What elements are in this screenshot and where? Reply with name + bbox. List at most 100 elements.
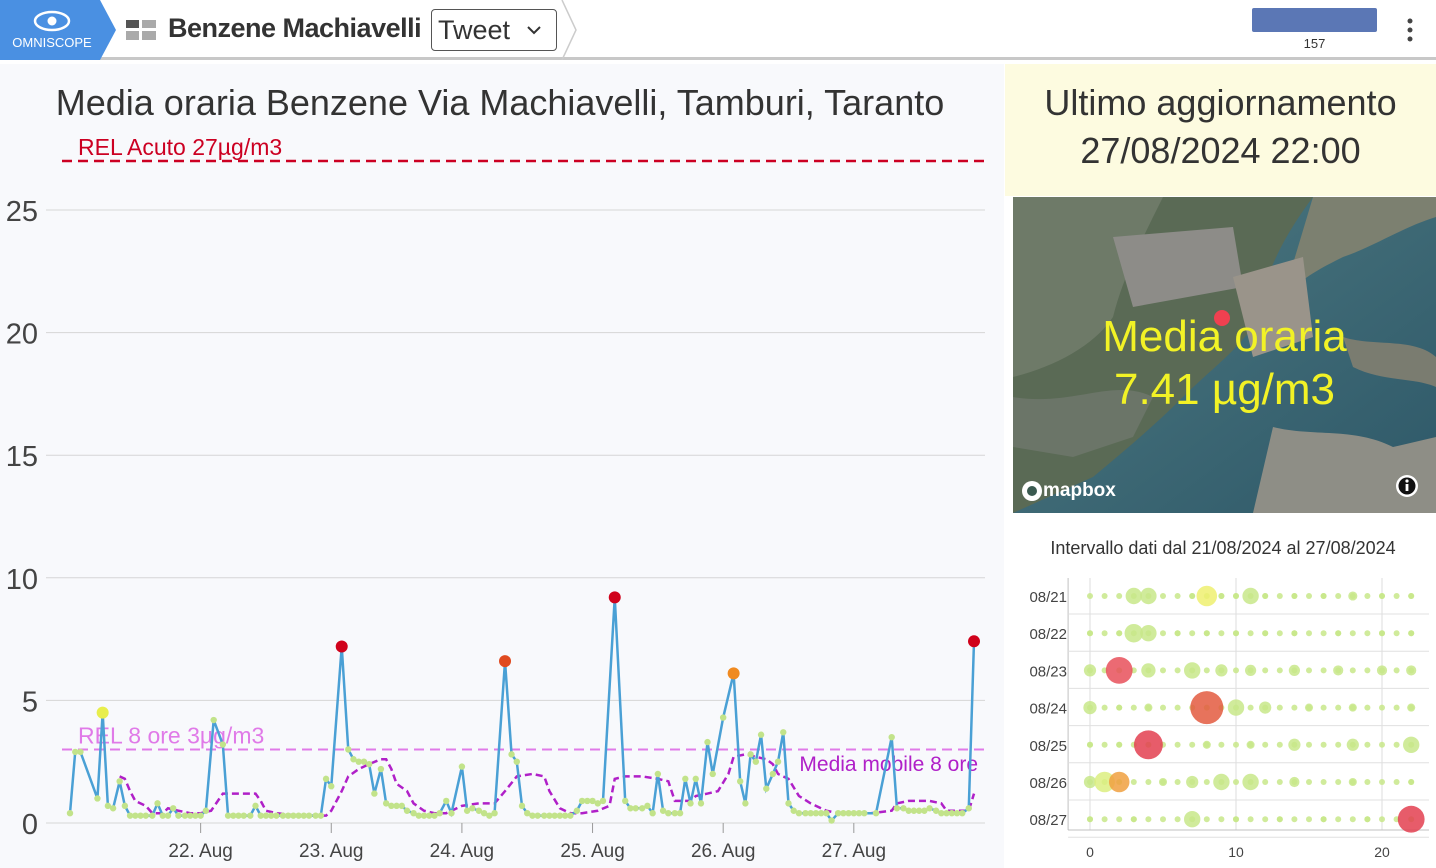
bubble-row-label: 08/24 xyxy=(1029,701,1067,718)
data-point xyxy=(953,809,961,817)
bubble xyxy=(1288,738,1301,751)
bubble xyxy=(1087,741,1093,748)
bubble xyxy=(1376,665,1388,676)
x-tick-label: 23. Aug xyxy=(299,841,363,862)
data-point xyxy=(915,807,923,814)
data-point xyxy=(736,778,744,785)
bubble-row-label: 08/21 xyxy=(1029,589,1067,606)
data-point xyxy=(240,812,247,819)
data-point xyxy=(719,714,727,721)
breadcrumb-separator xyxy=(561,0,577,60)
bubble xyxy=(1083,700,1097,715)
data-point xyxy=(763,785,770,792)
data-point xyxy=(513,758,520,765)
bubble xyxy=(1242,773,1259,791)
bubble-small xyxy=(1262,779,1269,785)
data-point xyxy=(210,716,217,724)
data-point xyxy=(649,809,656,817)
bubble-small xyxy=(1145,816,1152,823)
bubble-row-label: 08/26 xyxy=(1029,775,1067,792)
data-point xyxy=(676,809,684,817)
data-point xyxy=(785,800,792,807)
data-point xyxy=(267,812,275,819)
bubble-small xyxy=(1291,704,1298,711)
bubble-small xyxy=(1116,816,1123,823)
bubble-small xyxy=(1101,630,1108,637)
x-tick-label: 24. Aug xyxy=(430,841,494,862)
bubble-small xyxy=(1320,704,1327,711)
data-point xyxy=(458,763,466,770)
daily-bubble-chart: 0 10 20 08/21 08/22 08/23 08/24 08/25 08/26 08/27 xyxy=(1029,578,1429,860)
bubble xyxy=(1408,630,1415,637)
data-point xyxy=(121,802,129,810)
bubble-small xyxy=(1320,630,1327,637)
bubble-small xyxy=(1349,816,1356,823)
bubble xyxy=(1094,771,1115,793)
data-point xyxy=(644,802,651,810)
bubble-row-label: 08/22 xyxy=(1029,626,1067,643)
bubble-small xyxy=(1203,667,1210,674)
bubble xyxy=(1408,593,1415,599)
data-point xyxy=(403,807,411,814)
data-point xyxy=(377,765,385,773)
bubble-small xyxy=(1116,593,1123,599)
data-point xyxy=(622,797,629,805)
data-point xyxy=(659,807,667,814)
y-tick-label: 20 xyxy=(6,319,38,351)
bubble xyxy=(1218,593,1225,599)
bubble-small xyxy=(1247,630,1254,637)
data-point xyxy=(888,733,895,741)
data-point xyxy=(632,805,639,812)
bubble-small xyxy=(1306,667,1312,674)
data-point xyxy=(436,809,443,817)
bubble-small xyxy=(1101,704,1108,711)
data-point xyxy=(312,812,319,819)
bubble-small xyxy=(1247,704,1254,711)
data-point xyxy=(578,797,586,805)
bubble-small xyxy=(1218,816,1225,823)
chart-title: Media oraria Benzene Via Machiavelli, Ta… xyxy=(55,82,945,123)
bubble-small xyxy=(1130,704,1137,711)
mapbox-attribution[interactable]: mapbox xyxy=(1043,480,1116,501)
bubble-small xyxy=(1335,593,1342,599)
x-tick-label: 25. Aug xyxy=(560,841,624,862)
bubble-small xyxy=(1101,741,1108,748)
tweet-select[interactable]: Tweet xyxy=(431,9,557,51)
data-point xyxy=(697,800,705,807)
bubble-small xyxy=(1174,704,1181,711)
bubble xyxy=(1083,664,1097,677)
data-point xyxy=(807,809,814,817)
data-point xyxy=(295,812,302,819)
data-point xyxy=(823,809,830,817)
info-icon[interactable] xyxy=(1395,474,1419,498)
bubble-small xyxy=(1174,593,1181,599)
data-point xyxy=(752,758,760,765)
data-point xyxy=(943,809,950,817)
tweet-select-value: Tweet xyxy=(438,15,511,45)
bubble xyxy=(1276,816,1283,823)
bubble xyxy=(1087,630,1093,637)
bubble xyxy=(1320,816,1327,823)
data-point xyxy=(774,758,782,765)
data-point xyxy=(709,770,716,778)
y-tick-label: 5 xyxy=(22,686,38,718)
bubble xyxy=(1133,730,1163,760)
bubble-small xyxy=(1393,704,1400,711)
bubble-small xyxy=(1160,816,1166,823)
more-options-icon[interactable] xyxy=(1398,17,1422,43)
satellite-map xyxy=(1013,197,1436,513)
omniscope-logo[interactable]: OMNISCOPE xyxy=(0,0,116,60)
data-point xyxy=(273,812,280,819)
progress-bar xyxy=(1252,8,1377,32)
bubble xyxy=(1348,777,1357,787)
bubble-small xyxy=(1233,779,1239,785)
map-view[interactable]: Media oraria 7.41 µg/m3 mapbox xyxy=(1013,197,1436,513)
data-point xyxy=(742,800,749,807)
data-point xyxy=(66,809,74,817)
bubble xyxy=(1189,593,1196,599)
data-point xyxy=(692,775,699,783)
bubble-small xyxy=(1233,741,1239,748)
data-point xyxy=(757,731,765,738)
data-point xyxy=(192,812,199,819)
data-point xyxy=(181,812,189,819)
